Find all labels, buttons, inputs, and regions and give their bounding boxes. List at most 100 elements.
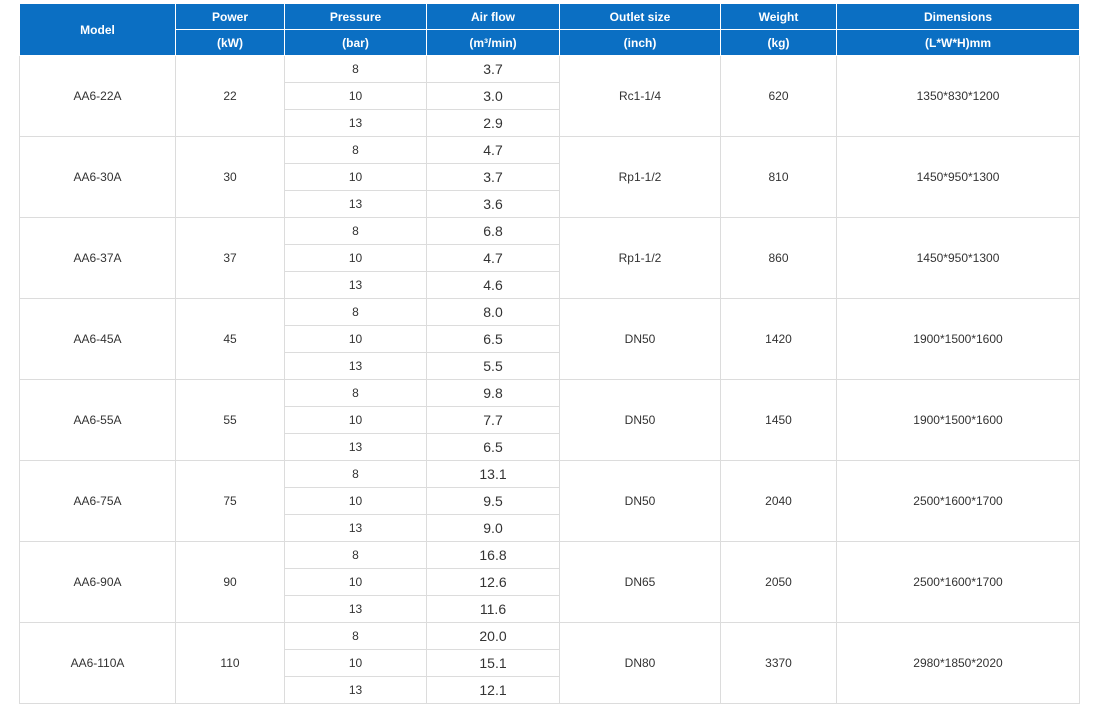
table-row: 10 12.6 [20,568,1080,596]
power-cell: 37 [175,217,285,299]
weight-cell: 2040 [720,460,837,542]
dimensions-cell: 2500*1600*1700 [836,460,1080,542]
table-row: 10 3.0 [20,82,1080,110]
dimensions-cell: 2500*1600*1700 [836,541,1080,623]
header-cell: Air flow [426,3,560,30]
table-row: AA6-37A 37 8 6.8 Rp1-1/2 860 1450*950*1300 [19,217,1080,299]
outlet-cell: Rp1-1/2 [559,136,721,218]
table-row: 10 3.7 [20,163,1080,191]
pressure-cell: 13 [284,352,427,380]
weight-cell: 810 [720,136,837,218]
air-flow-cell: 5.5 [426,352,560,380]
header-cell: Weight [720,3,837,30]
model-cell: AA6-90A [19,541,176,623]
weight-cell: 3370 [720,622,837,704]
model-cell: AA6-45A [19,298,176,380]
model-cell: AA6-37A [19,217,176,299]
outlet-cell: Rc1-1/4 [559,55,721,137]
header-cell: Dimensions [836,3,1080,30]
pressure-cell: 8 [284,379,427,407]
table-row: 13 11.6 [20,595,1080,623]
table-row: 13 3.6 [20,190,1080,218]
table-row: 13 9.0 [20,514,1080,542]
power-cell: 45 [175,298,285,380]
pressure-cell: 10 [284,568,427,596]
weight-cell: 1420 [720,298,837,380]
table-row: 13 12.1 [20,676,1080,704]
table-row: AA6-45A 45 8 8.0 DN50 1420 1900*1500*1600 [19,298,1080,380]
table-row: 10 7.7 [20,406,1080,434]
pressure-cell: 13 [284,514,427,542]
power-cell: 110 [175,622,285,704]
model-cell: AA6-110A [19,622,176,704]
weight-cell: 2050 [720,541,837,623]
model-cell: AA6-22A [19,55,176,137]
pressure-cell: 13 [284,271,427,299]
pressure-cell: 8 [284,136,427,164]
air-flow-cell: 12.6 [426,568,560,596]
header-cell: Outlet size [559,3,721,30]
air-flow-cell: 8.0 [426,298,560,326]
power-cell: 22 [175,55,285,137]
outlet-cell: DN65 [559,541,721,623]
header-unit: (m³/min) [426,29,560,56]
table-row: AA6-110A 110 8 20.0 DN80 3370 2980*1850*2020 [19,622,1080,704]
header-unit: (bar) [284,29,427,56]
header-cell: Pressure [284,3,427,30]
table-row: 10 6.5 [20,325,1080,353]
outlet-cell: DN50 [559,460,721,542]
header-unit: (kg) [720,29,837,56]
air-flow-cell: 20.0 [426,622,560,650]
weight-cell: 1450 [720,379,837,461]
dimensions-cell: 1900*1500*1600 [836,379,1080,461]
pressure-cell: 13 [284,109,427,137]
pressure-cell: 8 [284,622,427,650]
header-cell: Power [175,3,285,30]
spec-table: Model Power Pressure Air flow Outlet size Wei… [19,3,1080,704]
header-unit: (L*W*H)mm [836,29,1080,56]
header-unit: (kW) [175,29,285,56]
dimensions-cell: 2980*1850*2020 [836,622,1080,704]
power-cell: 30 [175,136,285,218]
air-flow-cell: 2.9 [426,109,560,137]
air-flow-cell: 9.0 [426,514,560,542]
pressure-cell: 10 [284,244,427,272]
model-cell: AA6-55A [19,379,176,461]
pressure-cell: 13 [284,676,427,704]
air-flow-cell: 9.5 [426,487,560,515]
table-row: 13 4.6 [20,271,1080,299]
dimensions-cell: 1450*950*1300 [836,136,1080,218]
dimensions-cell: 1450*950*1300 [836,217,1080,299]
pressure-cell: 8 [284,460,427,488]
pressure-cell: 8 [284,55,427,83]
pressure-cell: 13 [284,595,427,623]
air-flow-cell: 11.6 [426,595,560,623]
power-cell: 55 [175,379,285,461]
table-row: AA6-75A 75 8 13.1 DN50 2040 2500*1600*1700 [19,460,1080,542]
table-row: AA6-90A 90 8 16.8 DN65 2050 2500*1600*1700 [19,541,1080,623]
air-flow-cell: 7.7 [426,406,560,434]
table-row: AA6-30A 30 8 4.7 Rp1-1/2 810 1450*950*1300 [19,136,1080,218]
pressure-cell: 13 [284,190,427,218]
air-flow-cell: 3.7 [426,55,560,83]
air-flow-cell: 6.8 [426,217,560,245]
dimensions-cell: 1350*830*1200 [836,55,1080,137]
outlet-cell: DN80 [559,622,721,704]
model-cell: AA6-75A [19,460,176,542]
power-cell: 75 [175,460,285,542]
air-flow-cell: 6.5 [426,325,560,353]
air-flow-cell: 4.7 [426,244,560,272]
table-row: 13 5.5 [20,352,1080,380]
weight-cell: 620 [720,55,837,137]
air-flow-cell: 4.7 [426,136,560,164]
table-row: 10 9.5 [20,487,1080,515]
air-flow-cell: 13.1 [426,460,560,488]
air-flow-cell: 3.6 [426,190,560,218]
pressure-cell: 10 [284,325,427,353]
power-cell: 90 [175,541,285,623]
table-row: 10 15.1 [20,649,1080,677]
pressure-cell: 8 [284,298,427,326]
model-cell: AA6-30A [19,136,176,218]
header-unit: (inch) [559,29,721,56]
